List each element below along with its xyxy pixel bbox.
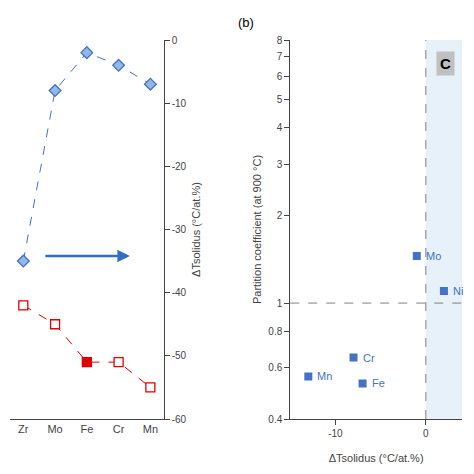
svg-text:7: 7	[277, 51, 283, 62]
svg-text:0: 0	[423, 428, 429, 439]
svg-text:Mo: Mo	[47, 423, 62, 435]
svg-text:Cr: Cr	[113, 423, 125, 435]
svg-text:0: 0	[172, 35, 178, 46]
svg-text:-60: -60	[172, 414, 187, 425]
svg-text:-20: -20	[172, 161, 187, 172]
svg-text:Mo: Mo	[426, 250, 441, 262]
svg-text:1: 1	[277, 298, 283, 309]
svg-text:4: 4	[277, 122, 283, 133]
svg-text:0.8: 0.8	[268, 326, 282, 337]
svg-text:-40: -40	[172, 287, 187, 298]
svg-text:-10: -10	[328, 428, 343, 439]
svg-text:Ni: Ni	[453, 285, 463, 297]
svg-text:0.6: 0.6	[268, 362, 282, 373]
svg-text:C: C	[440, 55, 451, 72]
svg-text:-50: -50	[172, 350, 187, 361]
svg-text:Zr: Zr	[18, 423, 29, 435]
svg-text:Mn: Mn	[317, 370, 332, 382]
svg-text:ΔTsolidus (°C/at.%): ΔTsolidus (°C/at.%)	[190, 182, 202, 277]
svg-text:Mn: Mn	[143, 423, 158, 435]
svg-text:Cr: Cr	[363, 352, 375, 364]
svg-text:3: 3	[277, 159, 283, 170]
svg-text:Partition coefficient (at 900: Partition coefficient (at 900 °C)	[251, 155, 263, 304]
svg-text:(b): (b)	[238, 15, 254, 30]
svg-text:-30: -30	[172, 224, 187, 235]
svg-text:Fe: Fe	[80, 423, 93, 435]
svg-text:0.4: 0.4	[268, 414, 282, 425]
svg-text:-10: -10	[172, 98, 187, 109]
svg-text:5: 5	[277, 94, 283, 105]
svg-text:8: 8	[277, 35, 283, 46]
svg-text:2: 2	[277, 210, 283, 221]
svg-text:Fe: Fe	[372, 377, 385, 389]
svg-text:ΔTsolidus (°C/at.%): ΔTsolidus (°C/at.%)	[329, 452, 424, 464]
svg-text:6: 6	[277, 71, 283, 82]
